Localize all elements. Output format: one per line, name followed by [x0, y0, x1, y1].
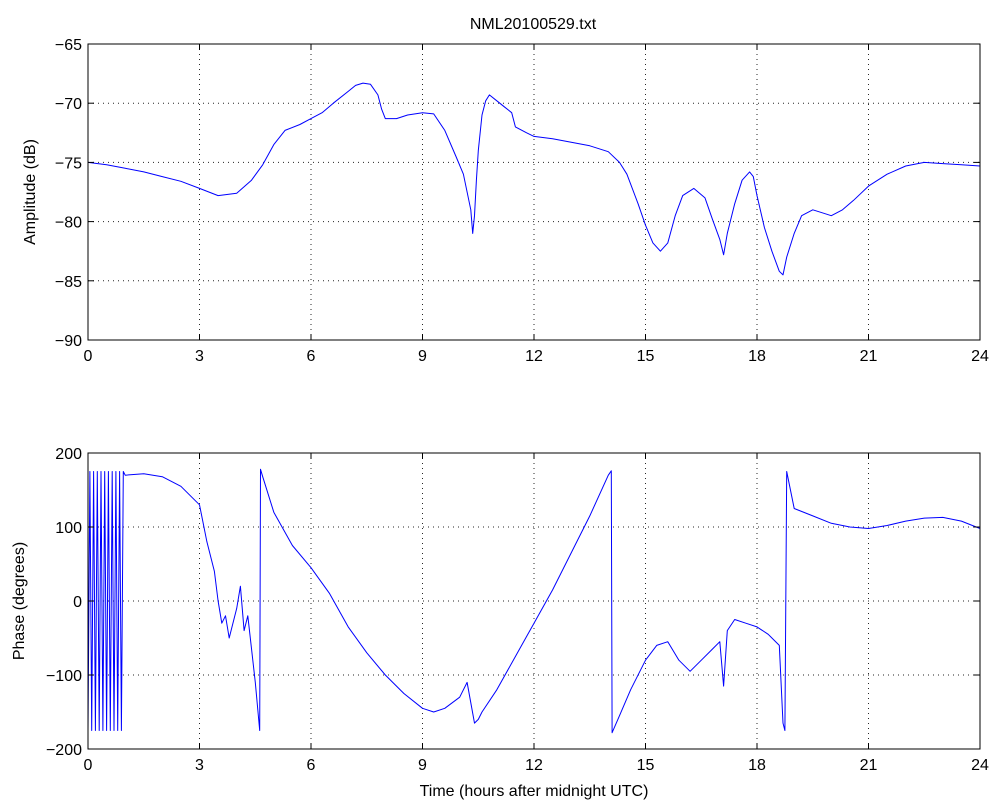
y-tick-label: 0 — [73, 594, 82, 611]
amplitude-grid — [88, 44, 980, 340]
x-tick-label: 0 — [84, 348, 93, 365]
x-tick-label: 15 — [637, 348, 655, 365]
x-tick-label: 18 — [748, 757, 766, 774]
x-tick-label: 18 — [748, 348, 766, 365]
y-tick-label: 100 — [55, 520, 82, 537]
amplitude-y-axis-label: Amplitude (dB) — [22, 139, 39, 245]
x-tick-label: 9 — [418, 348, 427, 365]
y-tick-label: −75 — [55, 155, 82, 172]
phase-y-ticks: −200 −100 0 100 200 — [46, 446, 980, 759]
x-tick-label: 6 — [307, 757, 316, 774]
x-tick-label: 0 — [84, 757, 93, 774]
phase-y-axis-label: Phase (degrees) — [11, 542, 28, 660]
amplitude-series-line — [87, 82, 981, 276]
phase-series-line — [87, 468, 981, 734]
x-tick-label: 12 — [525, 348, 543, 365]
phase-x-ticks: 0 3 6 9 12 15 18 21 24 — [84, 453, 989, 774]
x-tick-label: 3 — [195, 348, 204, 365]
phase-x-axis-label: Time (hours after midnight UTC) — [420, 783, 649, 800]
x-tick-label: 15 — [637, 757, 655, 774]
y-tick-label: −85 — [55, 274, 82, 291]
x-tick-label: 3 — [195, 757, 204, 774]
x-tick-label: 12 — [525, 757, 543, 774]
amplitude-plot: 0 3 6 9 12 15 18 21 24 −90 −85 −80 −75 −70 −65 Amplit… — [22, 37, 989, 365]
y-tick-label: −90 — [55, 333, 82, 350]
y-tick-label: −80 — [55, 215, 82, 232]
x-tick-label: 6 — [307, 348, 316, 365]
chart-title: NML20100529.txt — [470, 16, 597, 33]
phase-plot: 0 3 6 9 12 15 18 21 24 −200 −100 0 100 200 Phase (de… — [11, 446, 989, 800]
y-tick-label: −100 — [46, 668, 82, 685]
amplitude-y-ticks: −90 −85 −80 −75 −70 −65 — [55, 37, 980, 350]
phase-grid — [88, 453, 980, 749]
amplitude-axes-frame — [87, 43, 981, 341]
y-tick-label: −65 — [55, 37, 82, 54]
y-tick-label: −70 — [55, 96, 82, 113]
y-tick-label: −200 — [46, 742, 82, 759]
x-tick-label: 24 — [971, 757, 989, 774]
x-tick-label: 21 — [860, 757, 878, 774]
y-tick-label: 200 — [55, 446, 82, 463]
x-tick-label: 21 — [860, 348, 878, 365]
amplitude-x-ticks: 0 3 6 9 12 15 18 21 24 — [84, 44, 989, 365]
x-tick-label: 24 — [971, 348, 989, 365]
x-tick-label: 9 — [418, 757, 427, 774]
